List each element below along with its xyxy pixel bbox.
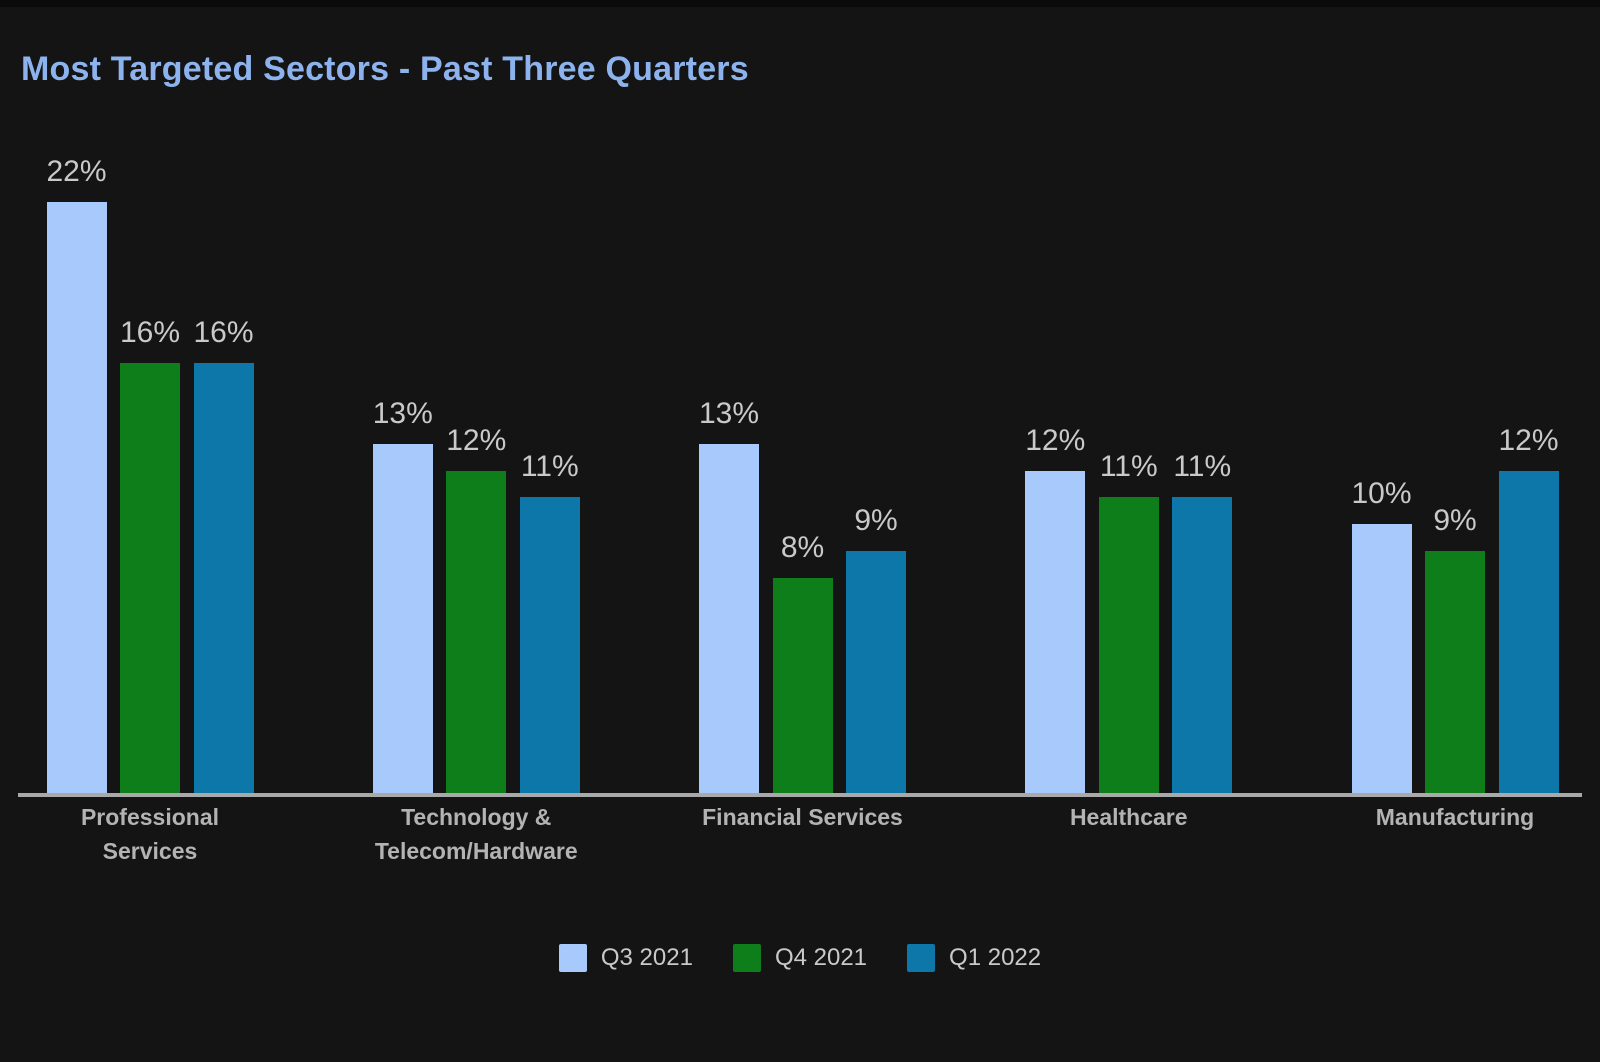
bar-q3-2021-manufacturing xyxy=(1351,524,1412,793)
bar-q3-2021-professional-services xyxy=(46,202,107,793)
bar-value-label: 12% xyxy=(1498,424,1559,457)
legend-label: Q1 2022 xyxy=(949,944,1042,971)
bar-q1-2022-financial-services xyxy=(846,551,906,793)
top-edge-strip xyxy=(0,0,1600,7)
category-label-manufacturing: Manufacturing xyxy=(1375,804,1535,830)
bar-value-label: 11% xyxy=(1173,450,1232,483)
legend-item-q4-2021: Q4 2021 xyxy=(732,944,868,972)
bar-value-label: 13% xyxy=(372,397,433,430)
legend-swatch-icon xyxy=(732,944,761,972)
category-label-healthcare: Healthcare xyxy=(1069,804,1188,830)
category-label-financial-services: Financial Services xyxy=(702,804,903,830)
bar-value-label: 8% xyxy=(780,531,825,564)
legend-item-q3-2021: Q3 2021 xyxy=(558,944,693,972)
legend-swatch-icon xyxy=(558,944,587,972)
bar-q3-2021-healthcare xyxy=(1025,471,1086,793)
bar-q4-2021-healthcare xyxy=(1098,497,1159,793)
bar-q4-2021-professional-services xyxy=(120,363,180,793)
bar-q1-2022-healthcare xyxy=(1172,497,1233,793)
bar-value-label: 10% xyxy=(1351,477,1412,510)
bar-value-label: 16% xyxy=(119,316,181,349)
chart-title: Most Targeted Sectors - Past Three Quart… xyxy=(21,50,749,88)
bar-q4-2021-manufacturing xyxy=(1425,551,1485,793)
bar-value-label: 9% xyxy=(1433,504,1477,537)
bar-q3-2021-technology-telecom-hardware xyxy=(372,444,433,793)
category-label-professional-services: Professional Services xyxy=(80,804,220,864)
bar-q3-2021-financial-services xyxy=(699,444,759,793)
bar-value-label: 9% xyxy=(854,504,898,537)
x-axis-line xyxy=(18,793,1582,797)
legend-item-q1-2022: Q1 2022 xyxy=(907,944,1041,972)
bar-value-label: 22% xyxy=(46,155,107,188)
category-label-technology-telecom-hardware: Technology & Telecom/Hardware xyxy=(374,804,578,864)
bar-q4-2021-technology-telecom-hardware xyxy=(446,471,507,793)
bar-value-label: 11% xyxy=(1099,450,1158,483)
bar-value-label: 12% xyxy=(1025,424,1086,457)
legend-label: Q4 2021 xyxy=(774,944,868,971)
bar-value-label: 11% xyxy=(520,450,579,483)
bar-q1-2022-technology-telecom-hardware xyxy=(519,497,580,793)
bar-q1-2022-manufacturing xyxy=(1498,471,1559,793)
bar-value-label: 16% xyxy=(193,316,254,349)
legend-label: Q3 2021 xyxy=(600,944,693,971)
bar-q1-2022-professional-services xyxy=(193,363,254,793)
bar-value-label: 12% xyxy=(446,424,507,457)
bar-q4-2021-financial-services xyxy=(772,578,833,793)
bar-value-label: 13% xyxy=(698,397,760,430)
chart-legend: Q3 2021 Q4 2021 Q1 2022 xyxy=(0,944,1600,972)
legend-swatch-icon xyxy=(907,944,936,972)
